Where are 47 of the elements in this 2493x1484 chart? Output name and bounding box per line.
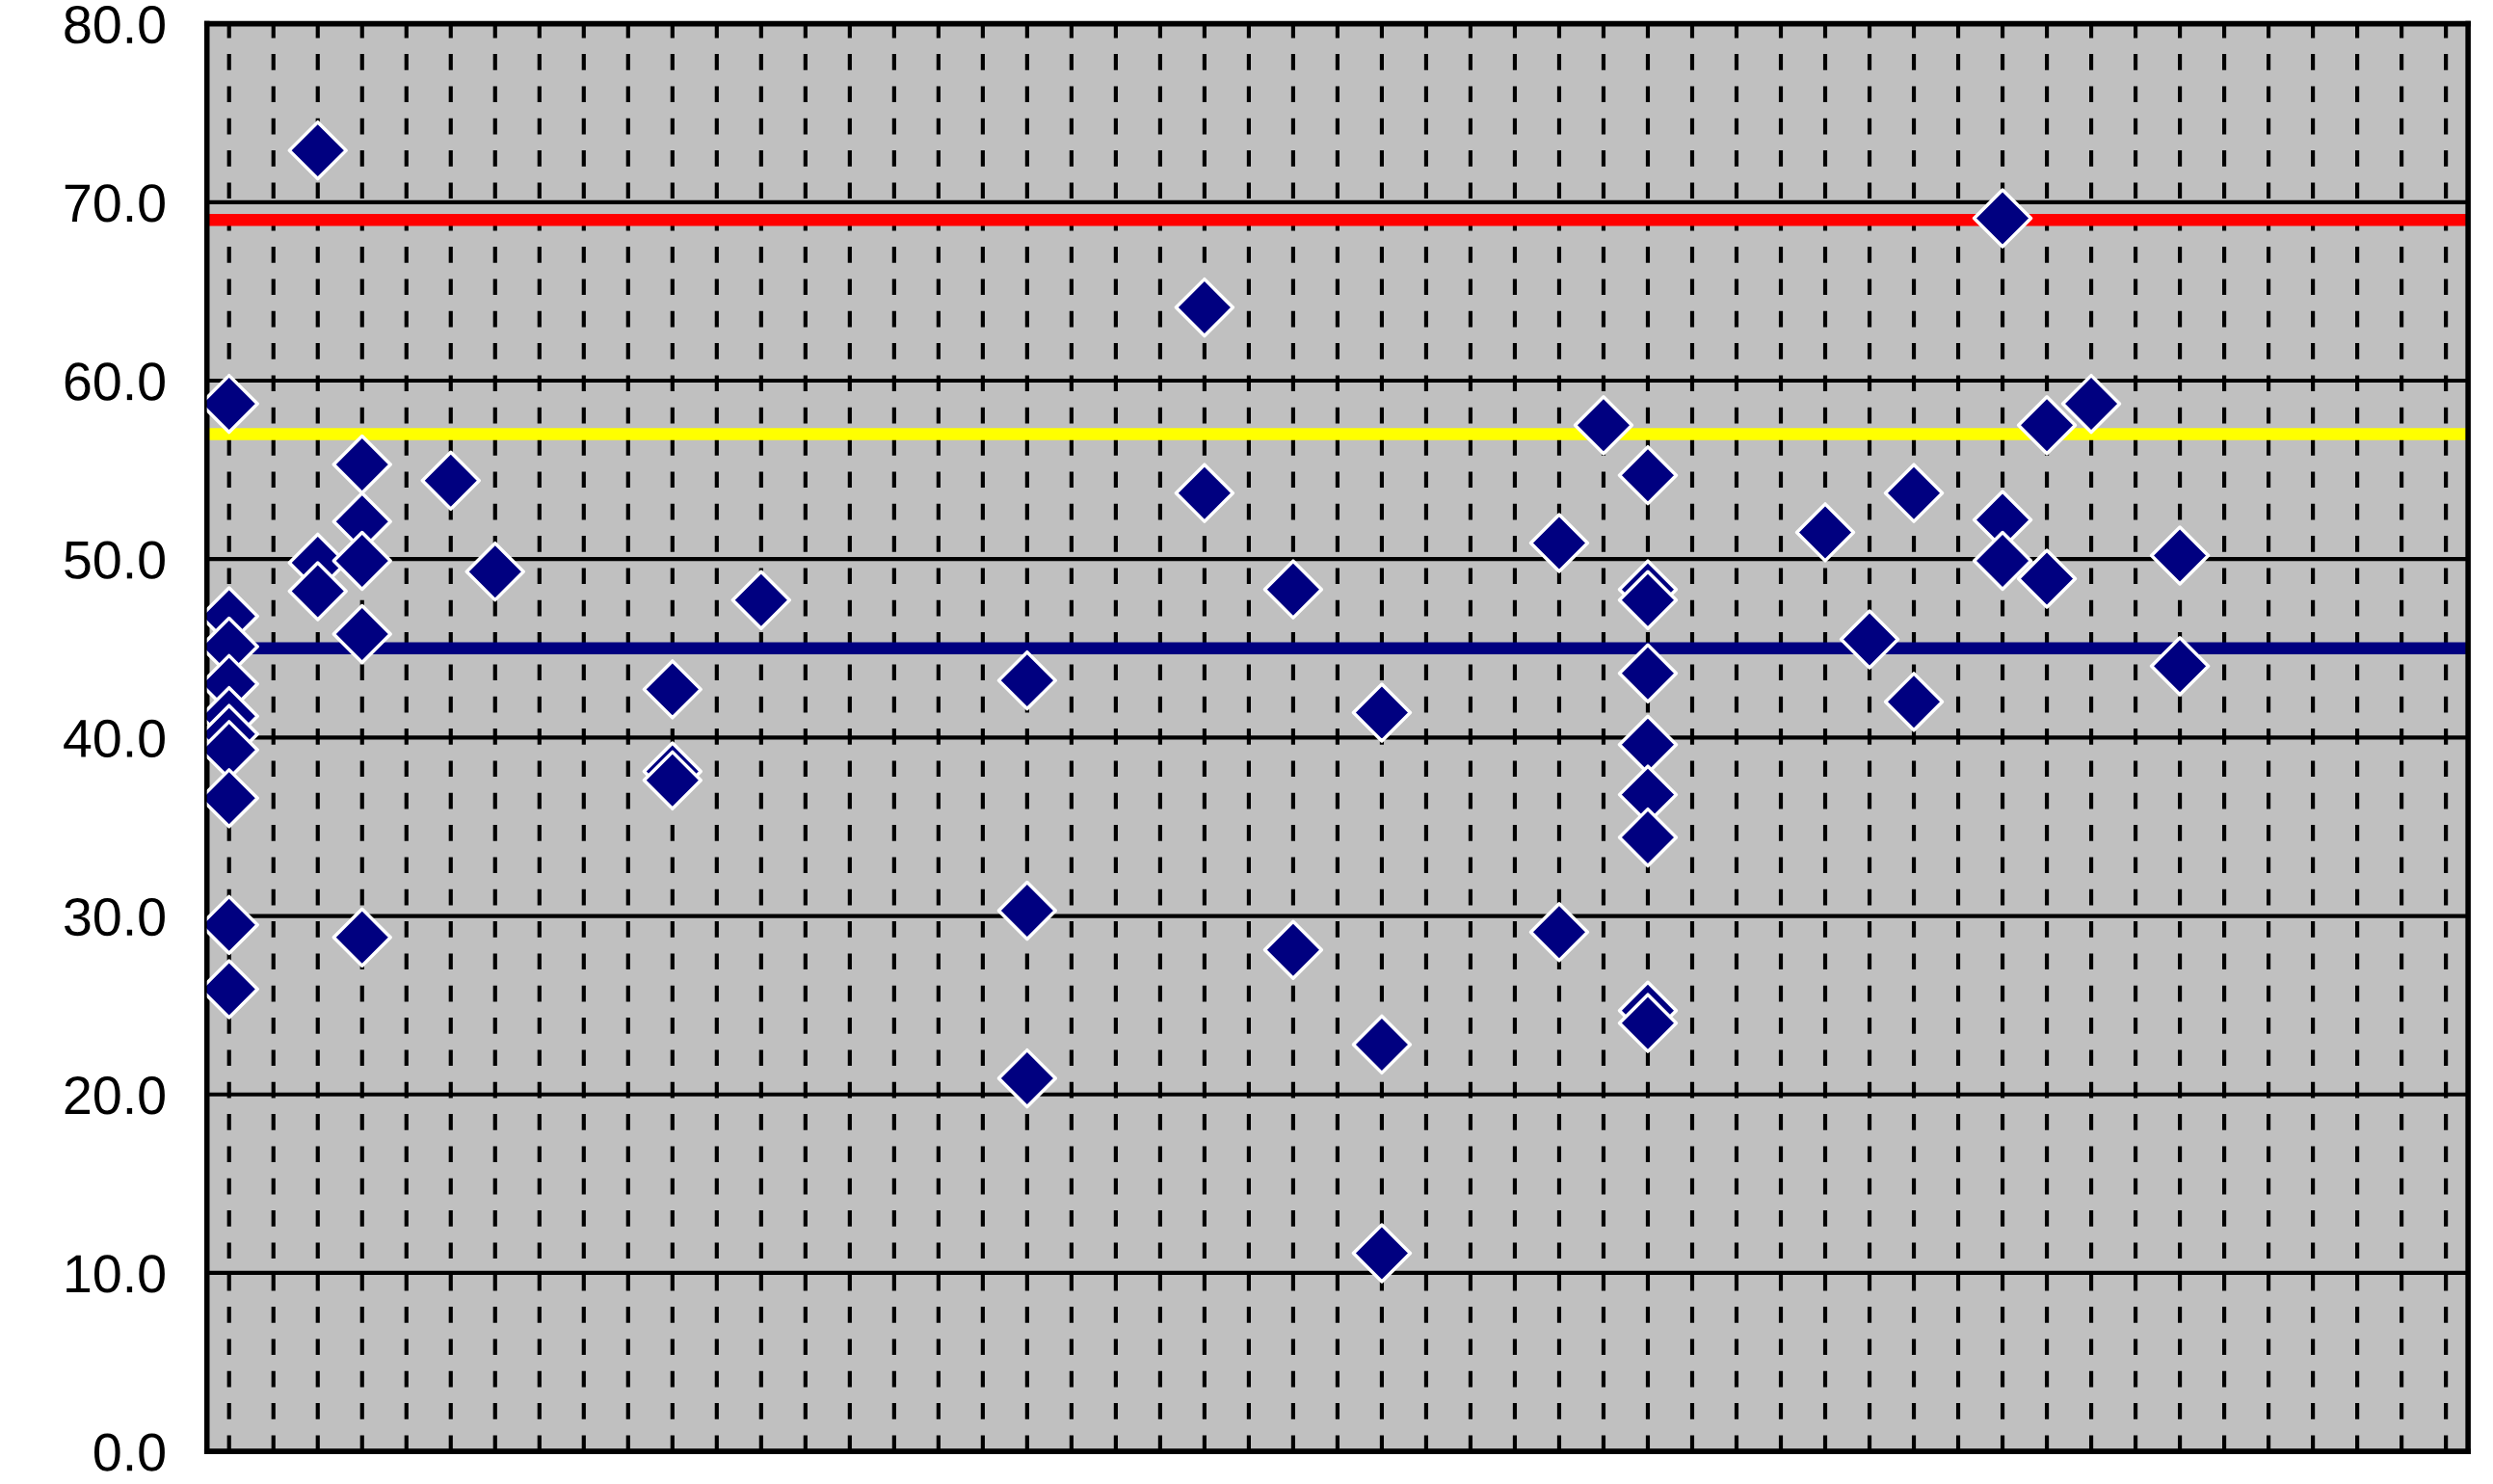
point (642, 659, 703, 720)
point (332, 530, 392, 592)
point (1262, 559, 1324, 620)
point (996, 1047, 1058, 1109)
point (2016, 548, 2078, 609)
y-tick-label: 10.0 (66, 1255, 165, 1293)
y-tick-label: 40.0 (64, 719, 165, 758)
point (1794, 502, 1856, 563)
point (1351, 682, 1413, 743)
point (2149, 636, 2211, 697)
point (996, 880, 1058, 941)
point (1351, 1223, 1413, 1284)
point (1972, 188, 2033, 249)
point (1351, 1014, 1413, 1075)
point (2016, 395, 2078, 456)
point (287, 561, 348, 622)
point (420, 450, 481, 511)
point (1972, 530, 2033, 592)
point (1528, 513, 1590, 573)
point (996, 649, 1058, 711)
y-tick-label: 60.0 (65, 362, 165, 401)
point (1617, 444, 1679, 506)
point (332, 603, 392, 665)
point (1174, 463, 1235, 523)
point (1839, 609, 1900, 670)
point (642, 750, 703, 811)
y-tick-label: 50.0 (65, 541, 165, 579)
point (1528, 902, 1590, 963)
point (1262, 919, 1324, 980)
point (1617, 570, 1679, 630)
point (2149, 525, 2211, 586)
point (2060, 373, 2122, 435)
point (464, 541, 525, 602)
y-tick-label: 0.0 (94, 1433, 165, 1471)
y-tick-label: 80.0 (65, 5, 165, 44)
point (730, 570, 792, 630)
point (332, 434, 392, 495)
y-tick-label: 70.0 (65, 184, 165, 223)
point (332, 907, 392, 967)
y-tick-label: 20.0 (65, 1076, 165, 1115)
point (1174, 277, 1235, 338)
point (1617, 643, 1679, 703)
point (1883, 463, 1945, 523)
point (1883, 672, 1945, 732)
point (287, 119, 348, 181)
point (1573, 395, 1634, 456)
y-tick-label: 30.0 (65, 897, 165, 937)
